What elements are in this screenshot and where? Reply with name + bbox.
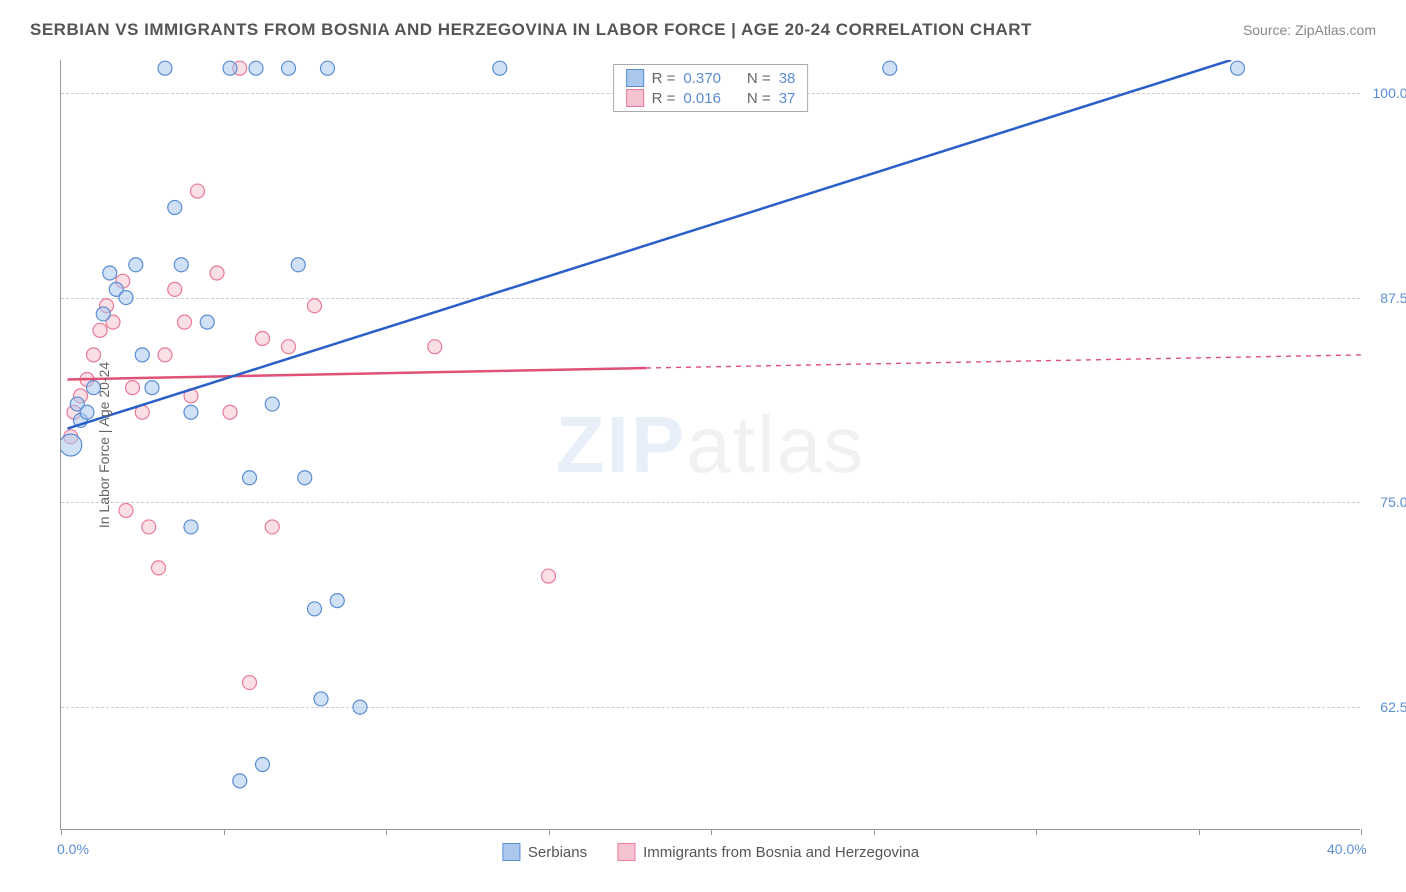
data-point (184, 520, 198, 534)
plot-box: ZIPatlas 62.5%75.0%87.5%100.0% R =0.370N… (60, 60, 1360, 830)
y-axis-label: In Labor Force | Age 20-24 (96, 361, 112, 527)
data-point (308, 602, 322, 616)
data-point (249, 61, 263, 75)
trend-line-extrapolated (646, 355, 1361, 368)
data-point (142, 520, 156, 534)
data-point (80, 405, 94, 419)
x-tick-label: 0.0% (57, 841, 89, 857)
legend-item: Serbians (502, 843, 587, 861)
legend-swatch (626, 69, 644, 87)
data-point (265, 397, 279, 411)
data-point (135, 348, 149, 362)
legend-label: Immigrants from Bosnia and Herzegovina (643, 844, 919, 861)
data-point (256, 332, 270, 346)
data-point (428, 340, 442, 354)
data-point (282, 61, 296, 75)
x-tick (1361, 829, 1362, 835)
data-point (103, 266, 117, 280)
legend-swatch (617, 843, 635, 861)
data-point (291, 258, 305, 272)
n-label: N = (747, 90, 771, 107)
data-point (298, 471, 312, 485)
data-point (178, 315, 192, 329)
chart-title: SERBIAN VS IMMIGRANTS FROM BOSNIA AND HE… (30, 20, 1032, 40)
y-tick-label: 100.0% (1365, 85, 1406, 101)
x-tick (549, 829, 550, 835)
r-value: 0.370 (683, 70, 721, 87)
data-point (96, 307, 110, 321)
r-value: 0.016 (683, 90, 721, 107)
x-tick (61, 829, 62, 835)
data-point (308, 299, 322, 313)
correlation-legend: R = 0.370 N = 38 R = 0.016 N = 37 (613, 64, 809, 112)
data-point (256, 757, 270, 771)
r-label: R = (652, 90, 676, 107)
n-value: 38 (779, 70, 796, 87)
n-label: N = (747, 70, 771, 87)
y-tick-label: 87.5% (1365, 290, 1406, 306)
data-point (223, 61, 237, 75)
data-point (145, 381, 159, 395)
x-tick (1199, 829, 1200, 835)
x-tick (711, 829, 712, 835)
data-point (61, 434, 82, 456)
data-point (353, 700, 367, 714)
data-point (243, 471, 257, 485)
series-legend: Serbians Immigrants from Bosnia and Herze… (502, 843, 919, 861)
data-point (152, 561, 166, 575)
legend-label: Serbians (528, 844, 587, 861)
data-point (158, 61, 172, 75)
source-label: Source: ZipAtlas.com (1243, 22, 1376, 38)
data-point (119, 291, 133, 305)
data-point (119, 504, 133, 518)
data-point (126, 381, 140, 395)
legend-swatch (502, 843, 520, 861)
data-point (883, 61, 897, 75)
data-point (282, 340, 296, 354)
data-point (87, 348, 101, 362)
x-tick (386, 829, 387, 835)
trend-line (68, 60, 1232, 429)
legend-swatch (626, 89, 644, 107)
data-point (542, 569, 556, 583)
data-point (93, 323, 107, 337)
trend-line (68, 368, 647, 379)
scatter-plot-svg (61, 60, 1361, 830)
n-value: 37 (779, 90, 796, 107)
data-point (321, 61, 335, 75)
x-tick (224, 829, 225, 835)
data-point (168, 200, 182, 214)
chart-area: ZIPatlas 62.5%75.0%87.5%100.0% R =0.370N… (60, 60, 1360, 830)
data-point (243, 676, 257, 690)
r-label: R = (652, 70, 676, 87)
data-point (200, 315, 214, 329)
data-point (191, 184, 205, 198)
data-point (493, 61, 507, 75)
data-point (184, 405, 198, 419)
legend-item: Immigrants from Bosnia and Herzegovina (617, 843, 919, 861)
data-point (210, 266, 224, 280)
data-point (314, 692, 328, 706)
data-point (330, 594, 344, 608)
data-point (233, 774, 247, 788)
legend-row: R = 0.016 N = 37 (626, 89, 796, 107)
y-tick-label: 62.5% (1365, 699, 1406, 715)
data-point (1231, 61, 1245, 75)
data-point (168, 282, 182, 296)
data-point (265, 520, 279, 534)
data-point (129, 258, 143, 272)
y-tick-label: 75.0% (1365, 494, 1406, 510)
x-tick (1036, 829, 1037, 835)
data-point (223, 405, 237, 419)
data-point (174, 258, 188, 272)
x-tick-label: 40.0% (1327, 841, 1367, 857)
legend-row: R = 0.370 N = 38 (626, 69, 796, 87)
x-tick (874, 829, 875, 835)
data-point (158, 348, 172, 362)
